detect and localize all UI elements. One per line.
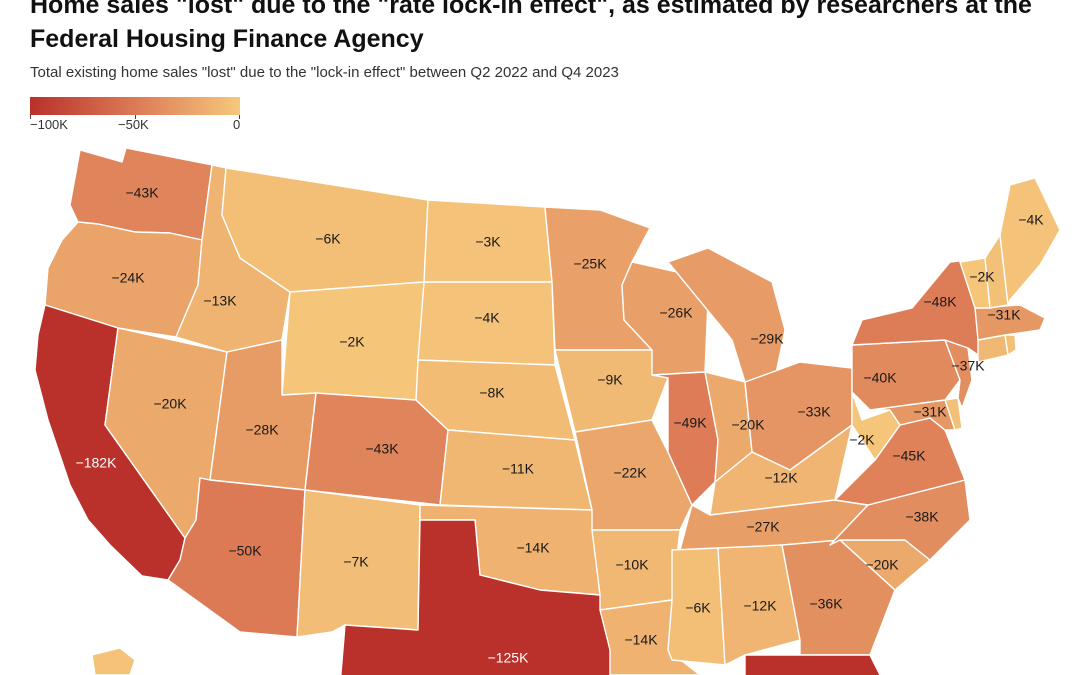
state-label-in: −20K — [731, 417, 765, 433]
state-label-mt: −6K — [315, 231, 341, 247]
state-label-nd: −3K — [475, 234, 501, 250]
legend-gradient-bar — [30, 97, 240, 115]
state-de — [944, 397, 963, 431]
legend-label-min: −100K — [30, 117, 68, 132]
state-label-ny: −48K — [923, 294, 957, 310]
color-legend: −100K −50K 0 — [30, 97, 240, 137]
state-label-ca: −182K — [76, 455, 118, 471]
state-label-ks: −11K — [502, 461, 535, 477]
state-label-pa: −40K — [863, 370, 897, 386]
state-label-wa: −43K — [125, 185, 159, 201]
state-label-ia: −9K — [597, 372, 623, 388]
map-subtitle: Total existing home sales "lost" due to … — [30, 64, 619, 81]
state-label-id: −13K — [203, 293, 237, 309]
state-label-nm: −7K — [343, 554, 369, 570]
legend-label-mid: −50K — [118, 117, 149, 132]
state-label-ar: −10K — [615, 557, 649, 573]
state-label-or: −24K — [111, 270, 145, 286]
legend-tick — [30, 115, 31, 119]
map-title: Home sales "lost" due to the "rate lock-… — [30, 0, 1032, 53]
state-label-ma: −31K — [987, 307, 1021, 323]
state-ri — [1004, 334, 1017, 356]
state-label-mo: −22K — [613, 465, 647, 481]
labels-layer: −43K −24K −182K −20K −13K −6K −2K −28K −50K −43K −… — [76, 185, 1045, 666]
state-ma — [974, 304, 1046, 341]
state-hi — [91, 647, 136, 675]
state-label-md: −31K — [913, 404, 947, 420]
state-label-wy: −2K — [339, 334, 365, 350]
state-label-ga: −36K — [809, 596, 843, 612]
state-label-va: −45K — [892, 448, 926, 464]
state-label-ne: −8K — [479, 385, 505, 401]
state-label-wi: −26K — [659, 305, 693, 321]
state-label-co: −43K — [365, 441, 399, 457]
legend-label-max: 0 — [233, 117, 241, 132]
state-label-nj: −37K — [951, 358, 985, 374]
state-label-la: −14K — [624, 632, 658, 648]
state-mi — [667, 247, 786, 383]
state-label-mi: −29K — [750, 331, 784, 347]
state-label-vt: −2K — [969, 269, 995, 285]
state-label-oh: −33K — [797, 404, 831, 420]
state-label-ms: −6K — [685, 600, 711, 616]
state-me — [999, 177, 1061, 306]
state-label-nc: −38K — [905, 509, 939, 525]
state-label-ky: −12K — [764, 470, 798, 486]
state-label-tx: −125K — [488, 650, 530, 666]
state-label-mn: −25K — [573, 256, 607, 272]
state-label-me: −4K — [1018, 212, 1044, 228]
state-label-az: −50K — [228, 543, 262, 559]
state-label-ut: −28K — [245, 422, 279, 438]
state-fl — [744, 654, 881, 675]
legend-tick — [135, 115, 136, 119]
state-label-sd: −4K — [474, 310, 500, 326]
states-layer — [34, 147, 1061, 675]
state-label-wv: −2K — [849, 432, 875, 448]
legend-tick — [239, 115, 240, 119]
state-label-nv: −20K — [153, 396, 187, 412]
state-ia — [554, 349, 669, 433]
state-al — [717, 544, 801, 666]
state-label-tn: −27K — [746, 519, 780, 535]
state-label-sc: −20K — [865, 557, 899, 573]
state-label-il: −49K — [673, 415, 707, 431]
state-label-ok: −14K — [516, 540, 550, 556]
state-mo — [574, 419, 693, 531]
state-label-al: −12K — [743, 598, 777, 614]
